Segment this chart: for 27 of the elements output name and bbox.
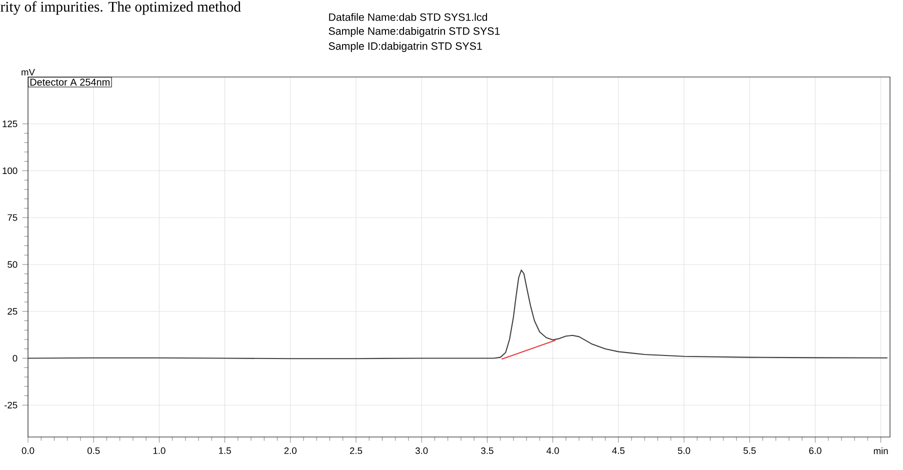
annotation: Detector A 254nm [30,78,110,86]
y-tick-label: 75 [8,214,18,221]
x-tick-label: 0.5 [87,447,100,454]
x-tick-label: 2.5 [350,447,362,454]
y-tick-label: 0 [12,354,18,362]
x-tick-label: 4.0 [546,447,559,454]
text: rity of impurities. The optimized method [0,1,241,15]
x-tick-label: 1.5 [219,447,231,454]
y-tick-label: -25 [4,402,18,408]
x-tick-label: 2.0 [284,447,297,454]
y-tick-label: 100 [2,167,18,174]
x-tick-label: 0.0 [22,447,34,454]
x-tick-label: 3.5 [481,447,494,454]
text: Datafile Name:dab STD SYS1.lcd [329,13,488,21]
y-tick-label: 25 [8,308,18,315]
y-tick-label: 50 [8,261,18,268]
x-tick-label: 1.0 [153,447,166,454]
x-tick-label: 5.5 [744,447,756,454]
x-tick-label: 6.0 [809,447,822,454]
text: Sample Name:dabigatrin STD SYS1 [328,27,500,37]
text: Sample ID:dabigatrin STD SYS1 [328,42,482,52]
x-tick-label: 3.0 [415,447,428,454]
y-tick-label: 125 [2,120,18,128]
x-tick-label: 4.5 [612,447,625,454]
y-axis-title: mV [22,68,35,76]
x-tick-label: min [874,447,888,454]
x-tick-label: 5.0 [678,447,690,454]
